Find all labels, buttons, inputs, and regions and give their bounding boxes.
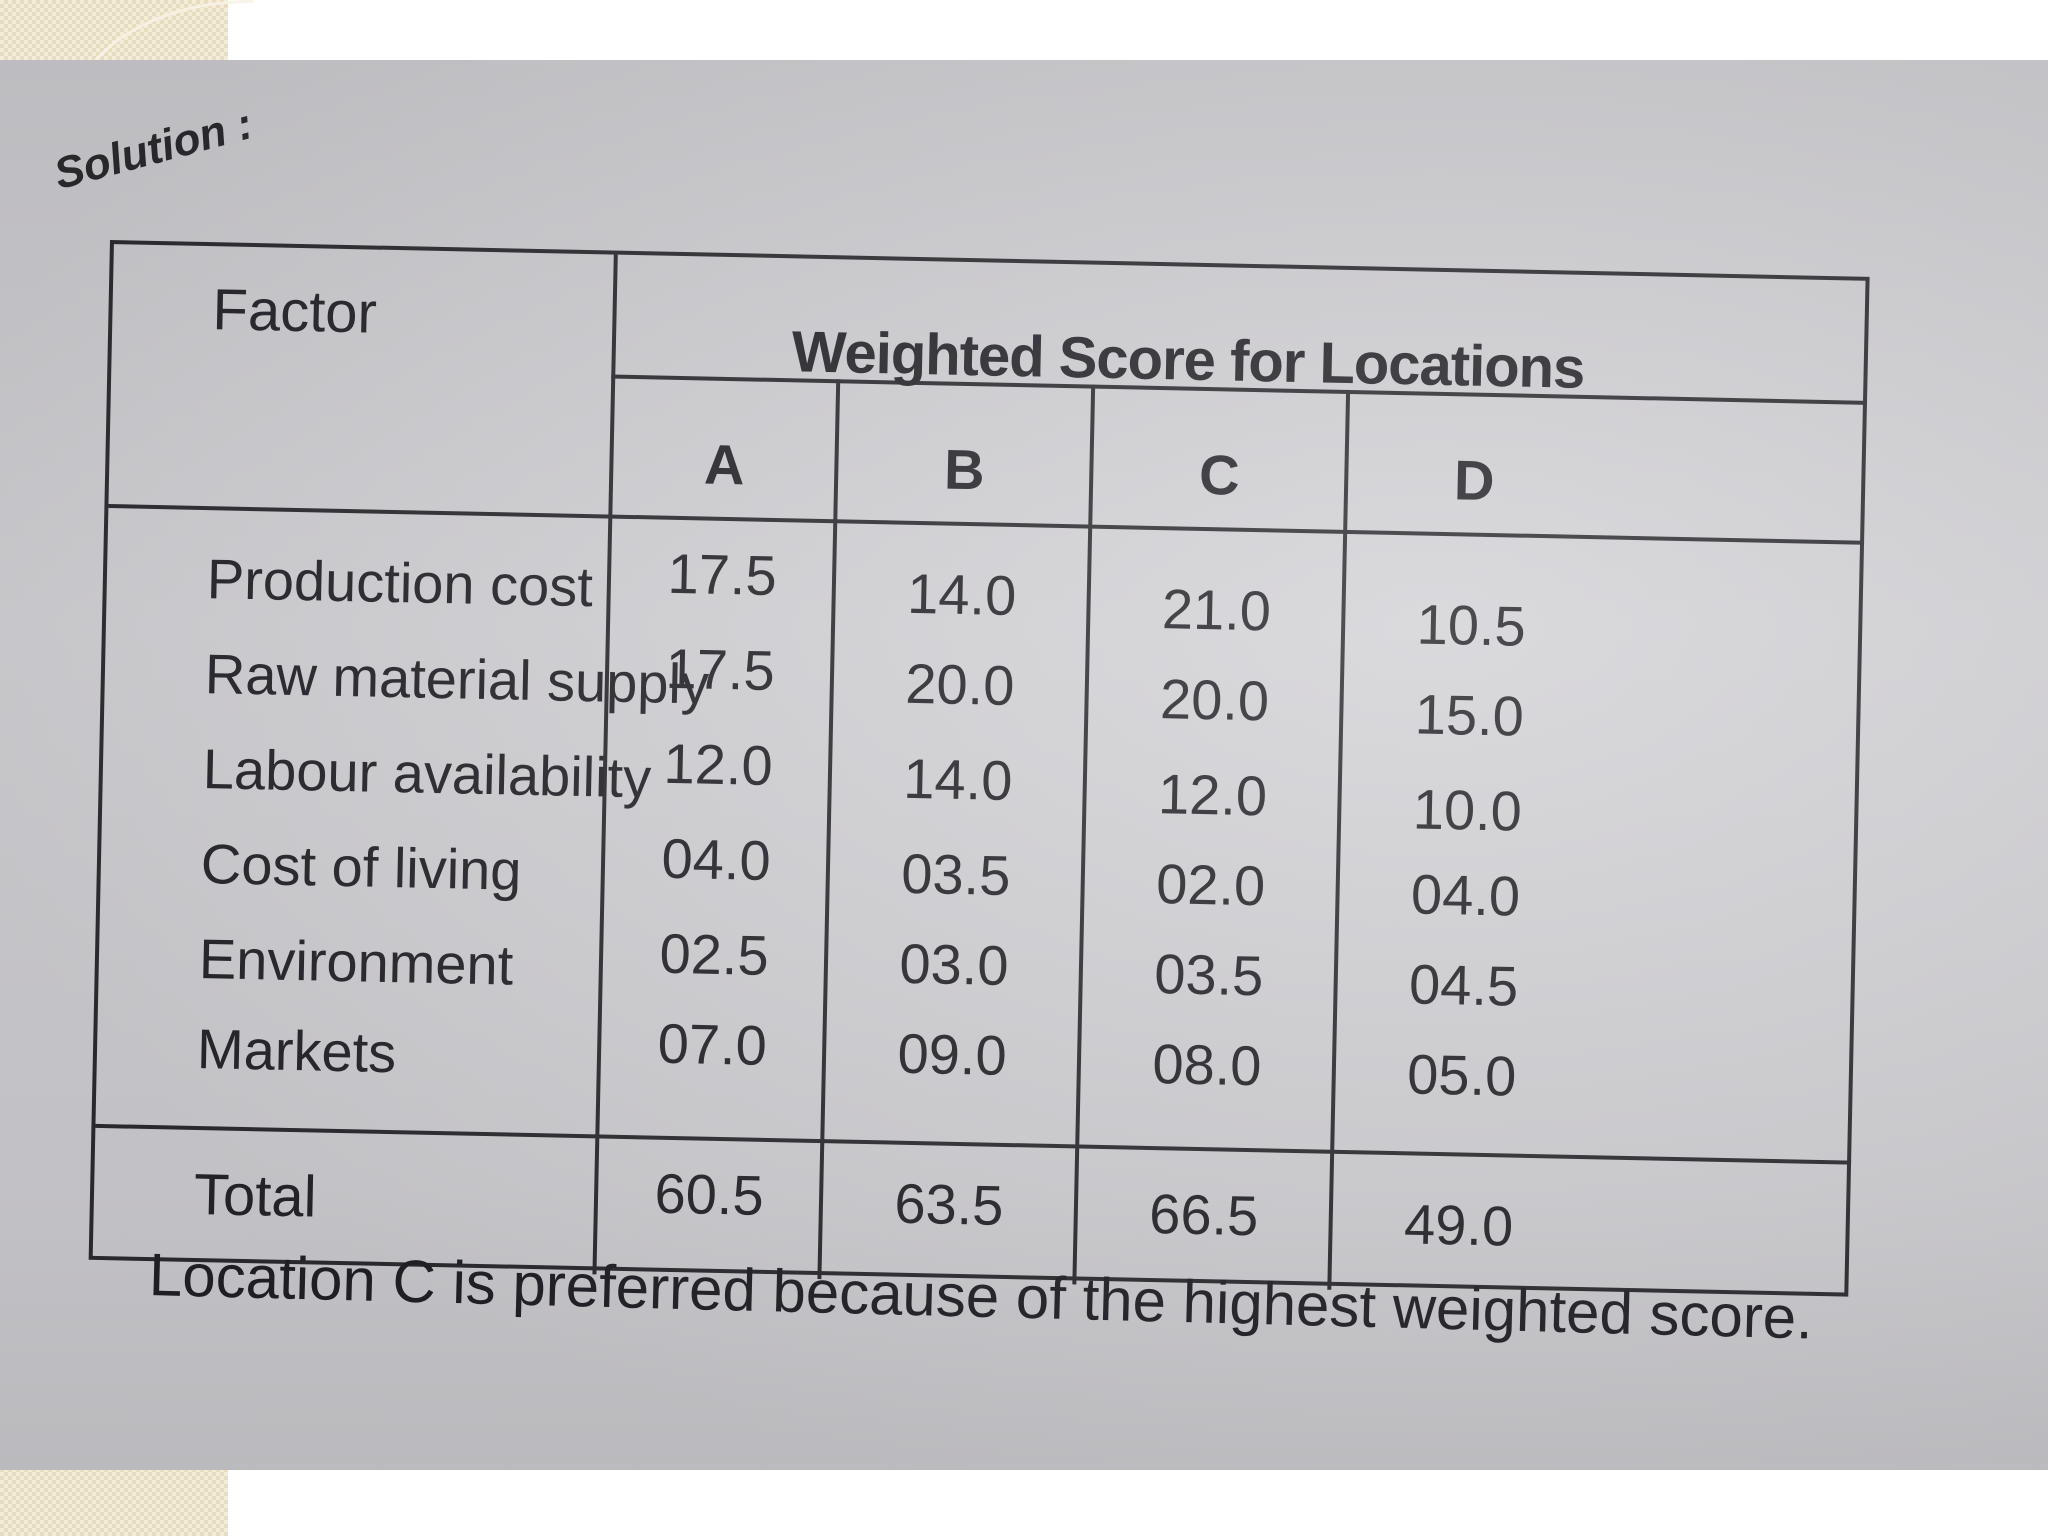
table-cell: 07.0: [657, 1011, 768, 1077]
page-content: Solution : Factor Weighted Score for Loc…: [0, 60, 2048, 1470]
table-cell: 10.5: [1416, 592, 1527, 658]
column-header-b: B: [943, 437, 986, 502]
column-header-a: A: [703, 432, 746, 497]
table-cell: 05.0: [1406, 1042, 1517, 1108]
table-cell: 17.5: [664, 636, 776, 703]
table-cell: 04.5: [1408, 952, 1519, 1018]
total-cell: 49.0: [1403, 1192, 1514, 1258]
row-label: Cost of living: [200, 832, 523, 902]
table-cell: 02.0: [1155, 852, 1266, 918]
row-label: Labour availability: [202, 737, 652, 810]
table-cell: 04.0: [661, 826, 772, 892]
table-cell: 03.0: [898, 931, 1010, 997]
column-divider: [1072, 384, 1096, 1285]
row-label: Production cost: [206, 547, 594, 619]
factor-header: Factor: [211, 277, 378, 346]
table-cell: 15.0: [1414, 682, 1525, 748]
total-cell: 63.5: [893, 1171, 1005, 1237]
table-cell: 21.0: [1161, 577, 1272, 643]
total-cell: 60.5: [653, 1161, 765, 1227]
table-cell: 12.0: [663, 731, 774, 797]
table-cell: 04.0: [1410, 862, 1521, 928]
group-header: Weighted Score for Locations: [791, 319, 1586, 401]
column-header-d: D: [1453, 448, 1496, 513]
solution-label: Solution :: [49, 99, 258, 200]
table-cell: 14.0: [902, 746, 1014, 813]
total-divider: [95, 1123, 1852, 1165]
table-cell: 17.5: [666, 541, 778, 608]
table-cell: 03.5: [900, 841, 1012, 907]
table-cell: 10.0: [1412, 777, 1523, 843]
table-cell: 09.0: [896, 1021, 1008, 1087]
total-label: Total: [193, 1161, 318, 1230]
column-header-c: C: [1198, 442, 1241, 507]
total-cell: 66.5: [1148, 1181, 1259, 1248]
table-cell: 08.0: [1151, 1032, 1263, 1098]
textbook-page-photo: Solution : Factor Weighted Score for Loc…: [0, 60, 2048, 1470]
table-cell: 12.0: [1157, 762, 1268, 828]
row-label: Markets: [196, 1017, 397, 1085]
weighted-score-table: Factor Weighted Score for Locations A B …: [88, 240, 1870, 1297]
row-label: Environment: [198, 927, 514, 997]
table-cell: 14.0: [906, 561, 1017, 628]
table-cell: 20.0: [1159, 667, 1270, 733]
table-cell: 03.5: [1153, 942, 1265, 1008]
header-divider: [108, 504, 1865, 545]
table-cell: 20.0: [904, 651, 1016, 718]
table-cell: 02.5: [659, 921, 770, 987]
